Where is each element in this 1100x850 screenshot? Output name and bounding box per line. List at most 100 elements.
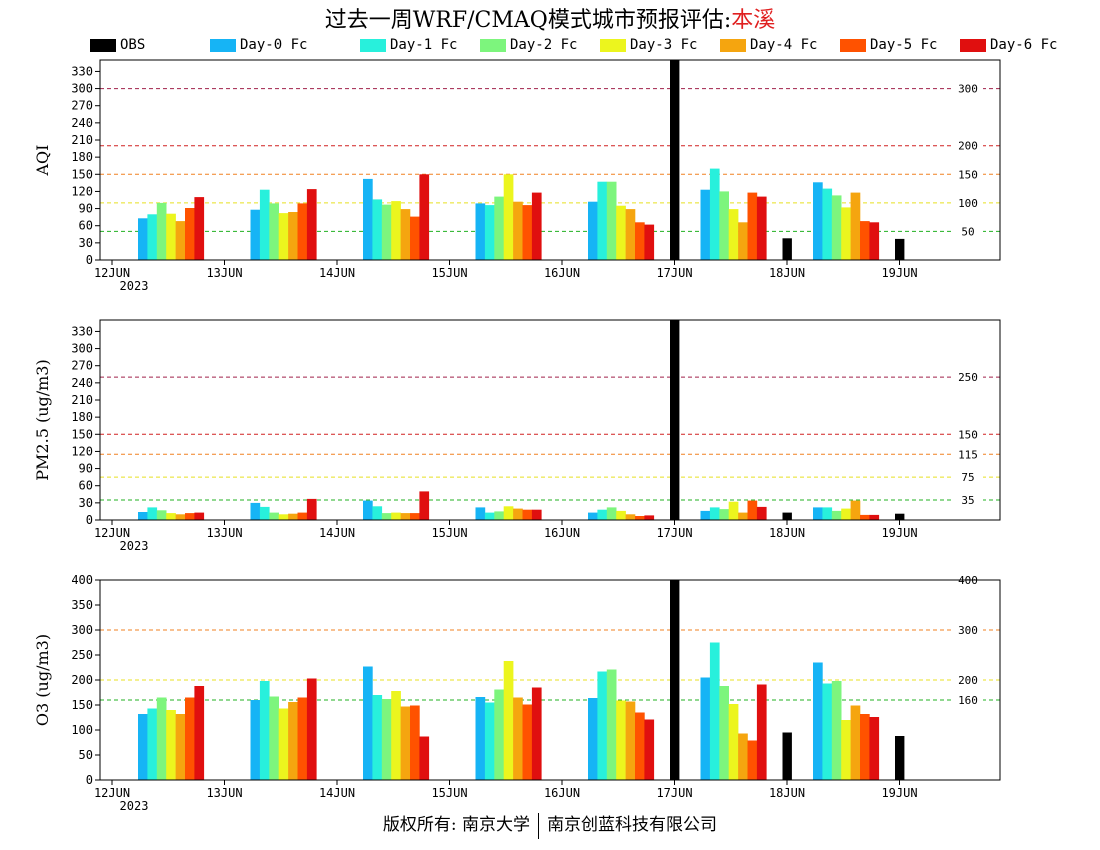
bar-day-1-fc (147, 708, 158, 780)
bar-day-0-fc (588, 201, 598, 260)
bar-day-4-fc (850, 192, 861, 260)
bar-day-6-fc (531, 509, 542, 520)
bar-day-2-fc (269, 203, 279, 260)
y-tick-label: 270 (71, 359, 93, 373)
bar-day-4-fc (400, 209, 411, 260)
bar-day-1-fc (709, 507, 720, 520)
bar-day-5-fc (410, 513, 420, 520)
bar-day-5-fc (747, 192, 758, 260)
y-tick-label: 100 (71, 723, 93, 737)
x-tick-label: 19JUN (881, 786, 917, 800)
bar-day-5-fc (185, 513, 195, 520)
y-tick-label: 120 (71, 184, 93, 198)
bar-day-3-fc (166, 213, 176, 260)
y-tick-label: 120 (71, 444, 93, 458)
reference-label-bg (953, 224, 983, 239)
bar-day-6-fc (644, 515, 655, 520)
reference-label-bg (953, 470, 983, 485)
title-prefix: 过去一周WRF/CMAQ模式城市预报评估: (324, 8, 732, 33)
bar-day-4-fc (175, 221, 186, 260)
bar-day-4-fc (625, 514, 636, 520)
bar-day-6-fc (756, 506, 767, 520)
reference-label: 200 (958, 140, 978, 153)
x-tick-label: 12JUN (94, 786, 130, 800)
legend-item-day-3-fc: Day-3 Fc (600, 36, 697, 54)
bar-day-4-fc (738, 512, 748, 520)
bar-day-3-fc (841, 720, 851, 780)
x-tick-label: 15JUN (431, 786, 467, 800)
bar-day-2-fc (494, 689, 504, 780)
x-tick-label: 16JUN (544, 786, 580, 800)
bar-day-3-fc (841, 508, 851, 520)
bar-day-5-fc (297, 697, 308, 780)
y-tick-label: 180 (71, 410, 93, 424)
bar-obs (670, 580, 680, 780)
bar-day-0-fc (363, 500, 373, 520)
reference-label: 50 (961, 225, 974, 238)
x-tick-label: 13JUN (206, 786, 242, 800)
legend-swatch (90, 38, 116, 52)
bar-day-4-fc (175, 714, 186, 780)
bar-day-4-fc (400, 513, 411, 520)
bar-obs (782, 732, 792, 780)
y-tick-label: 150 (71, 427, 93, 441)
reference-label: 300 (958, 83, 978, 96)
bar-day-3-fc (166, 710, 176, 780)
bar-day-0-fc (588, 698, 598, 780)
bar-day-3-fc (728, 501, 739, 520)
x-tick-label: 18JUN (769, 266, 805, 280)
bar-day-6-fc (194, 197, 205, 260)
plot-frame (99, 319, 1001, 521)
y-tick-label: 330 (71, 324, 93, 338)
bar-day-5-fc (522, 509, 533, 520)
bar-day-3-fc (728, 209, 739, 260)
reference-label-bg (953, 195, 983, 210)
bar-day-3-fc (278, 708, 289, 780)
bar-day-1-fc (259, 681, 270, 780)
reference-label: 300 (958, 624, 978, 637)
bar-day-5-fc (185, 697, 195, 780)
reference-label-bg (953, 138, 983, 153)
reference-label: 115 (958, 448, 978, 461)
bar-day-0-fc (813, 662, 823, 780)
bar-day-0-fc (138, 512, 148, 520)
bar-day-2-fc (269, 512, 279, 520)
bar-day-6-fc (306, 189, 317, 260)
legend-item-obs: OBS (90, 36, 145, 54)
bar-day-2-fc (156, 697, 167, 780)
bar-day-4-fc (850, 500, 861, 520)
x-tick-label: 16JUN (544, 526, 580, 540)
bar-day-0-fc (475, 697, 486, 780)
x-tick-label: 15JUN (431, 266, 467, 280)
y-tick-label: 0 (86, 513, 93, 527)
bar-day-1-fc (372, 506, 383, 520)
reference-label-bg (953, 81, 983, 96)
bar-day-2-fc (606, 669, 617, 780)
legend-item-day-5-fc: Day-5 Fc (840, 36, 937, 54)
y-tick-label: 180 (71, 150, 93, 164)
bar-day-6-fc (756, 684, 767, 780)
legend-label: Day-0 Fc (240, 37, 308, 53)
bar-day-5-fc (297, 512, 308, 520)
x-year-label: 2023 (120, 279, 149, 293)
bar-obs (895, 513, 905, 520)
legend-swatch (480, 38, 506, 52)
bar-day-2-fc (381, 513, 392, 520)
bar-day-4-fc (625, 209, 636, 260)
legend-swatch (360, 38, 386, 52)
legend-label: Day-2 Fc (510, 37, 578, 53)
legend-swatch (720, 38, 746, 52)
bar-day-4-fc (513, 508, 523, 520)
legend-swatch (210, 38, 236, 52)
reference-label: 100 (958, 197, 978, 210)
reference-label: 250 (958, 371, 978, 384)
bar-day-4-fc (738, 733, 748, 780)
bar-day-4-fc (513, 697, 523, 780)
reference-label: 150 (958, 428, 978, 441)
y-tick-label: 150 (71, 698, 93, 712)
bar-day-5-fc (297, 203, 308, 260)
bar-day-0-fc (250, 700, 261, 780)
bar-day-1-fc (372, 695, 383, 780)
bar-day-2-fc (494, 196, 504, 260)
bar-day-4-fc (288, 212, 298, 260)
